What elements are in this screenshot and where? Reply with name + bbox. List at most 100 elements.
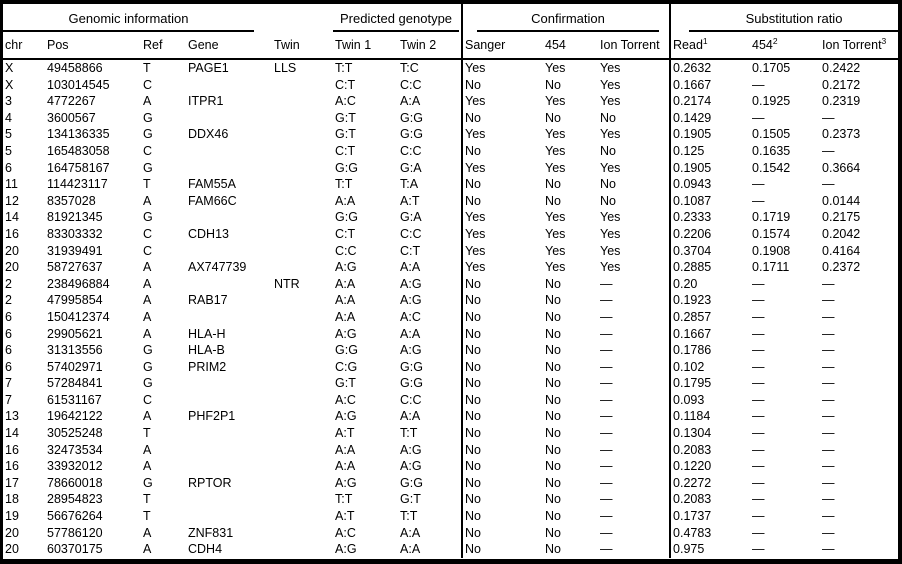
cell-gene (186, 491, 272, 508)
column-header-row: chr Pos Ref Gene Twin Twin 1 Twin 2 Sanger 454 Io… (3, 32, 898, 60)
cell-chr: 17 (5, 475, 19, 490)
cell-chr: 6 (5, 343, 12, 358)
cell-ion-torrent-ratio: — (822, 426, 835, 441)
cell-pos: 57402971 (47, 359, 103, 374)
cell-ion-torrent: Yes (600, 127, 621, 142)
cell-twin-1: A:A (335, 309, 356, 324)
cell-read-ratio: 0.1184 (669, 408, 751, 426)
cell-gene (186, 77, 272, 94)
cell-twin-2: T:T (400, 426, 418, 441)
cell-twin-2: G:G (400, 376, 423, 391)
cell-ref: T (143, 61, 151, 75)
cell-454-ratio: — (752, 77, 765, 92)
cell-454: No (545, 475, 561, 490)
column-header-454: 454 (543, 32, 599, 60)
cell-ion-torrent-ratio: — (822, 459, 835, 474)
cell-ion-torrent: — (600, 293, 613, 308)
cell-ion-torrent-ratio: — (822, 110, 835, 125)
cell-twin (272, 160, 333, 177)
table-row: 3 4772267 A ITPR1 A:C A:A Yes Yes Yes 0.2174 0.192… (3, 93, 898, 110)
cell-chr: 5 (5, 143, 12, 158)
table-row: 7 57284841 G G:T G:G No No —0.1795— — (3, 375, 898, 392)
cell-454-ratio: — (752, 110, 765, 125)
cell-chr: 20 (5, 243, 19, 258)
cell-ref: A (143, 260, 152, 275)
cell-454-ratio: — (752, 276, 765, 291)
cell-read-ratio: 0.102 (669, 358, 751, 376)
cell-chr: 3 (5, 94, 12, 109)
cell-chr: 11 (5, 177, 18, 192)
cell-ref: G (143, 359, 153, 374)
cell-read-ratio: 0.0943 (669, 176, 751, 193)
cell-454: Yes (545, 226, 566, 241)
cell-twin (272, 243, 333, 260)
cell-454: Yes (545, 61, 566, 75)
cell-ion-torrent-ratio: — (822, 143, 835, 158)
column-header-ion-torrent: Ion Torrent (598, 32, 671, 60)
cell-ion-torrent-ratio: — (822, 409, 835, 424)
cell-chr: 14 (5, 426, 19, 441)
cell-454: No (545, 376, 561, 391)
cell-ref: G (143, 210, 153, 225)
cell-454-ratio: — (752, 376, 765, 391)
cell-454-ratio: 0.1505 (752, 127, 791, 142)
cell-twin-2: A:G (400, 293, 422, 308)
cell-ion-torrent: — (600, 392, 613, 407)
cell-twin-1: A:G (335, 409, 357, 424)
column-header-twin: Twin (272, 32, 334, 60)
cell-454: No (545, 309, 561, 324)
cell-twin-1: G:T (335, 110, 356, 125)
group-header-substitution-ratio: Substitution ratio (669, 4, 898, 32)
cell-454: No (545, 293, 561, 308)
column-header-footnote-marker: 2 (772, 35, 778, 46)
cell-ref: A (143, 193, 152, 208)
cell-ref: A (143, 309, 152, 324)
cell-read-ratio: 0.20 (669, 275, 751, 293)
column-header-read-ratio: Read1 (669, 32, 751, 60)
cell-ion-torrent-ratio: 0.2175 (822, 210, 861, 225)
cell-pos: 19642122 (47, 409, 103, 424)
cell-gene: HLA-H (188, 326, 226, 341)
cell-twin-1: C:G (335, 359, 358, 374)
cell-twin (272, 475, 333, 492)
cell-454-ratio: — (752, 525, 765, 540)
column-header-label: 454 (545, 38, 566, 52)
cell-gene (186, 243, 272, 260)
cell-read-ratio: 0.1304 (669, 425, 751, 442)
table-row: 20 60370175 A CDH4 A:G A:A No No —0.975— — (3, 541, 898, 558)
cell-twin-1: A:A (335, 459, 356, 474)
group-header-genomic-information: Genomic information (3, 4, 272, 32)
cell-chr: 20 (5, 525, 19, 540)
cell-pos: 56676264 (47, 509, 103, 524)
cell-twin (272, 375, 333, 392)
column-header-label: Twin 1 (335, 38, 372, 52)
cell-pos: 47995854 (47, 293, 103, 308)
cell-454: No (545, 459, 561, 474)
cell-twin (272, 408, 333, 425)
cell-twin-2: A:G (400, 343, 422, 358)
group-header-label: Predicted genotype (333, 11, 460, 32)
cell-twin (272, 209, 333, 226)
table-row: 16 83303332 C CDH13 C:T C:C Yes Yes Yes 0.2206 0.1… (3, 225, 898, 243)
cell-ion-torrent: — (600, 475, 613, 490)
cell-454: No (545, 193, 561, 208)
cell-twin-2: T:C (400, 61, 419, 75)
cell-gene: RPTOR (188, 475, 232, 490)
cell-read-ratio: 0.2885 (669, 259, 751, 276)
cell-454-ratio: — (752, 293, 765, 308)
cell-twin (272, 292, 333, 309)
cell-twin-2: A:G (400, 459, 422, 474)
cell-twin-2: G:G (400, 475, 423, 490)
cell-chr: 2 (5, 293, 12, 308)
cell-twin-2: C:T (400, 243, 421, 258)
cell-chr: 13 (5, 409, 19, 424)
cell-454: No (545, 110, 561, 125)
cell-454: No (545, 359, 561, 374)
cell-twin (272, 342, 333, 359)
cell-454: No (545, 492, 561, 507)
table-row: 17 78660018 G RPTOR A:G G:G No No —0.2272— — (3, 474, 898, 492)
table-row: 16 32473534 A A:A A:G No No —0.2083— — (3, 441, 898, 459)
cell-pos: 31939491 (47, 243, 103, 258)
cell-ref: A (143, 293, 152, 308)
